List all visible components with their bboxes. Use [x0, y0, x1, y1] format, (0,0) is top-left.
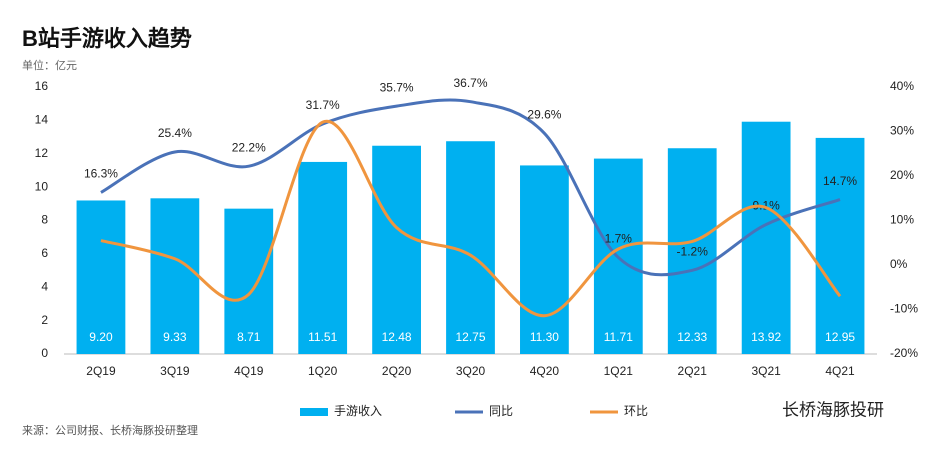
- legend-label: 手游收入: [334, 404, 382, 418]
- bar-label: 11.71: [604, 330, 633, 344]
- y2-tick-label: 10%: [890, 213, 914, 227]
- y-tick-label: 12: [35, 146, 49, 160]
- source: 来源：公司财报、长桥海豚投研整理: [22, 423, 198, 437]
- y2-tick-label: 0%: [890, 257, 908, 271]
- y2-tick-label: -20%: [890, 346, 918, 360]
- bar-label: 13.92: [751, 330, 781, 344]
- legend-label: 同比: [489, 404, 513, 418]
- bar-label: 12.33: [677, 330, 707, 344]
- y-tick-label: 14: [35, 113, 49, 127]
- bar: [298, 161, 348, 354]
- line-label: 16.3%: [84, 167, 118, 181]
- y-tick-label: 16: [35, 79, 49, 93]
- bar-label: 11.30: [530, 330, 559, 344]
- y-tick-label: 0: [41, 346, 48, 360]
- x-tick-label: 3Q20: [456, 364, 486, 378]
- line-label: 22.2%: [232, 140, 266, 154]
- bar: [667, 148, 717, 354]
- line-label: -1.2%: [677, 245, 709, 259]
- line-label: 36.7%: [453, 76, 487, 90]
- legend-swatch: [300, 408, 328, 416]
- x-tick-label: 2Q19: [86, 364, 116, 378]
- x-tick-label: 1Q21: [604, 364, 634, 378]
- y2-tick-label: 40%: [890, 79, 914, 93]
- line-label: 14.7%: [823, 174, 857, 188]
- y2-tick-label: -10%: [890, 302, 918, 316]
- bar: [520, 165, 569, 354]
- y2-tick-label: 30%: [890, 124, 914, 138]
- bar-label: 12.95: [825, 330, 855, 344]
- watermark: 长桥海豚投研: [782, 400, 884, 419]
- bar: [815, 137, 865, 354]
- y2-tick-label: 20%: [890, 168, 914, 182]
- x-tick-label: 2Q21: [678, 364, 708, 378]
- bar: [741, 121, 791, 355]
- line-label: 35.7%: [380, 80, 414, 94]
- chart-title: B站手游收入趋势: [22, 26, 192, 51]
- x-tick-label: 2Q20: [382, 364, 412, 378]
- bar: [224, 208, 274, 354]
- legend-label: 环比: [624, 404, 648, 418]
- line-label: 1.7%: [605, 232, 633, 246]
- bar: [150, 198, 200, 354]
- y-tick-label: 2: [41, 313, 48, 327]
- line-label: 25.4%: [158, 126, 192, 140]
- x-tick-label: 1Q20: [308, 364, 338, 378]
- line: [100, 98, 841, 277]
- x-tick-label: 3Q19: [160, 364, 190, 378]
- x-tick-label: 3Q21: [751, 364, 781, 378]
- bar-label: 12.75: [455, 330, 485, 344]
- bar: [372, 145, 421, 354]
- y-tick-label: 8: [41, 213, 48, 227]
- bar-label: 12.48: [382, 330, 412, 344]
- bar-label: 11.51: [308, 330, 337, 344]
- line-label: 29.6%: [527, 107, 561, 121]
- y-tick-label: 4: [41, 279, 48, 293]
- x-tick-label: 4Q21: [825, 364, 855, 378]
- line-label: 31.7%: [306, 98, 340, 112]
- line: [100, 119, 842, 318]
- x-tick-label: 4Q19: [234, 364, 264, 378]
- subtitle: 单位：亿元: [22, 58, 77, 72]
- bar: [76, 200, 126, 354]
- line-label: 9.1%: [752, 199, 780, 213]
- x-tick-label: 4Q20: [530, 364, 560, 378]
- bar-label: 9.20: [89, 330, 113, 344]
- y-tick-label: 10: [35, 179, 49, 193]
- y-tick-label: 6: [41, 246, 48, 260]
- bar-label: 9.33: [163, 330, 187, 344]
- bar-label: 8.71: [237, 330, 261, 344]
